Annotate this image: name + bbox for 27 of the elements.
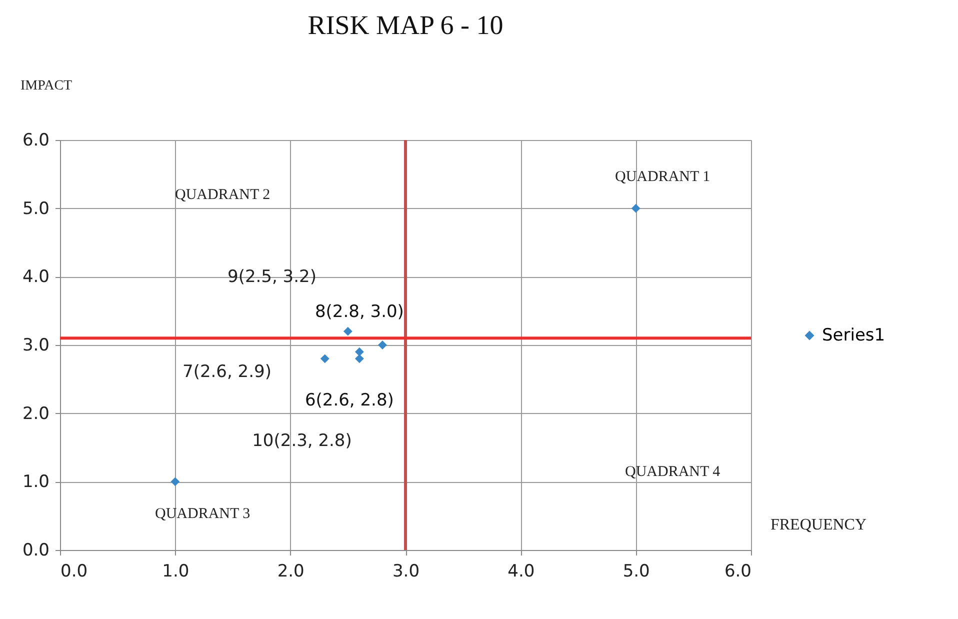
x-tick-label: 3.0 [392, 562, 420, 582]
annotation: 6(2.6, 2.8) [304, 390, 394, 411]
y-tick-label: 5.0 [22, 198, 50, 219]
y-tick-label: 0.0 [22, 540, 50, 560]
x-tick-label: 6.0 [724, 562, 752, 582]
x-tick-label: 2.0 [277, 562, 304, 582]
annotation: QUADRANT 1 [615, 169, 710, 185]
y-tick-label: 6.0 [22, 130, 50, 150]
y-axis-title: IMPACT [20, 78, 73, 94]
annotation: QUADRANT 3 [155, 506, 250, 522]
y-tick-label: 4.0 [22, 267, 50, 288]
x-tick-label: 1.0 [162, 562, 190, 582]
x-tick-label: 4.0 [508, 562, 535, 582]
annotation: 8(2.8, 3.0) [314, 302, 404, 322]
annotation: QUADRANT 4 [625, 464, 721, 480]
chart-title: RISK MAP 6 - 10 [308, 10, 504, 40]
y-tick-label: 1.0 [22, 472, 50, 492]
x-axis-title: FREQUENCY [770, 516, 867, 534]
annotation: QUADRANT 2 [175, 187, 270, 203]
y-tick-label: 3.0 [22, 336, 50, 356]
y-tick-label: 2.0 [22, 404, 50, 424]
annotation: 7(2.6, 2.9) [182, 362, 272, 382]
x-tick-label: 0.0 [60, 562, 88, 582]
annotation: 10(2.3, 2.8) [252, 431, 352, 451]
annotation: 9(2.5, 3.2) [228, 267, 316, 287]
x-tick-label: 5.0 [622, 562, 650, 582]
legend-label: Series1 [822, 326, 886, 346]
